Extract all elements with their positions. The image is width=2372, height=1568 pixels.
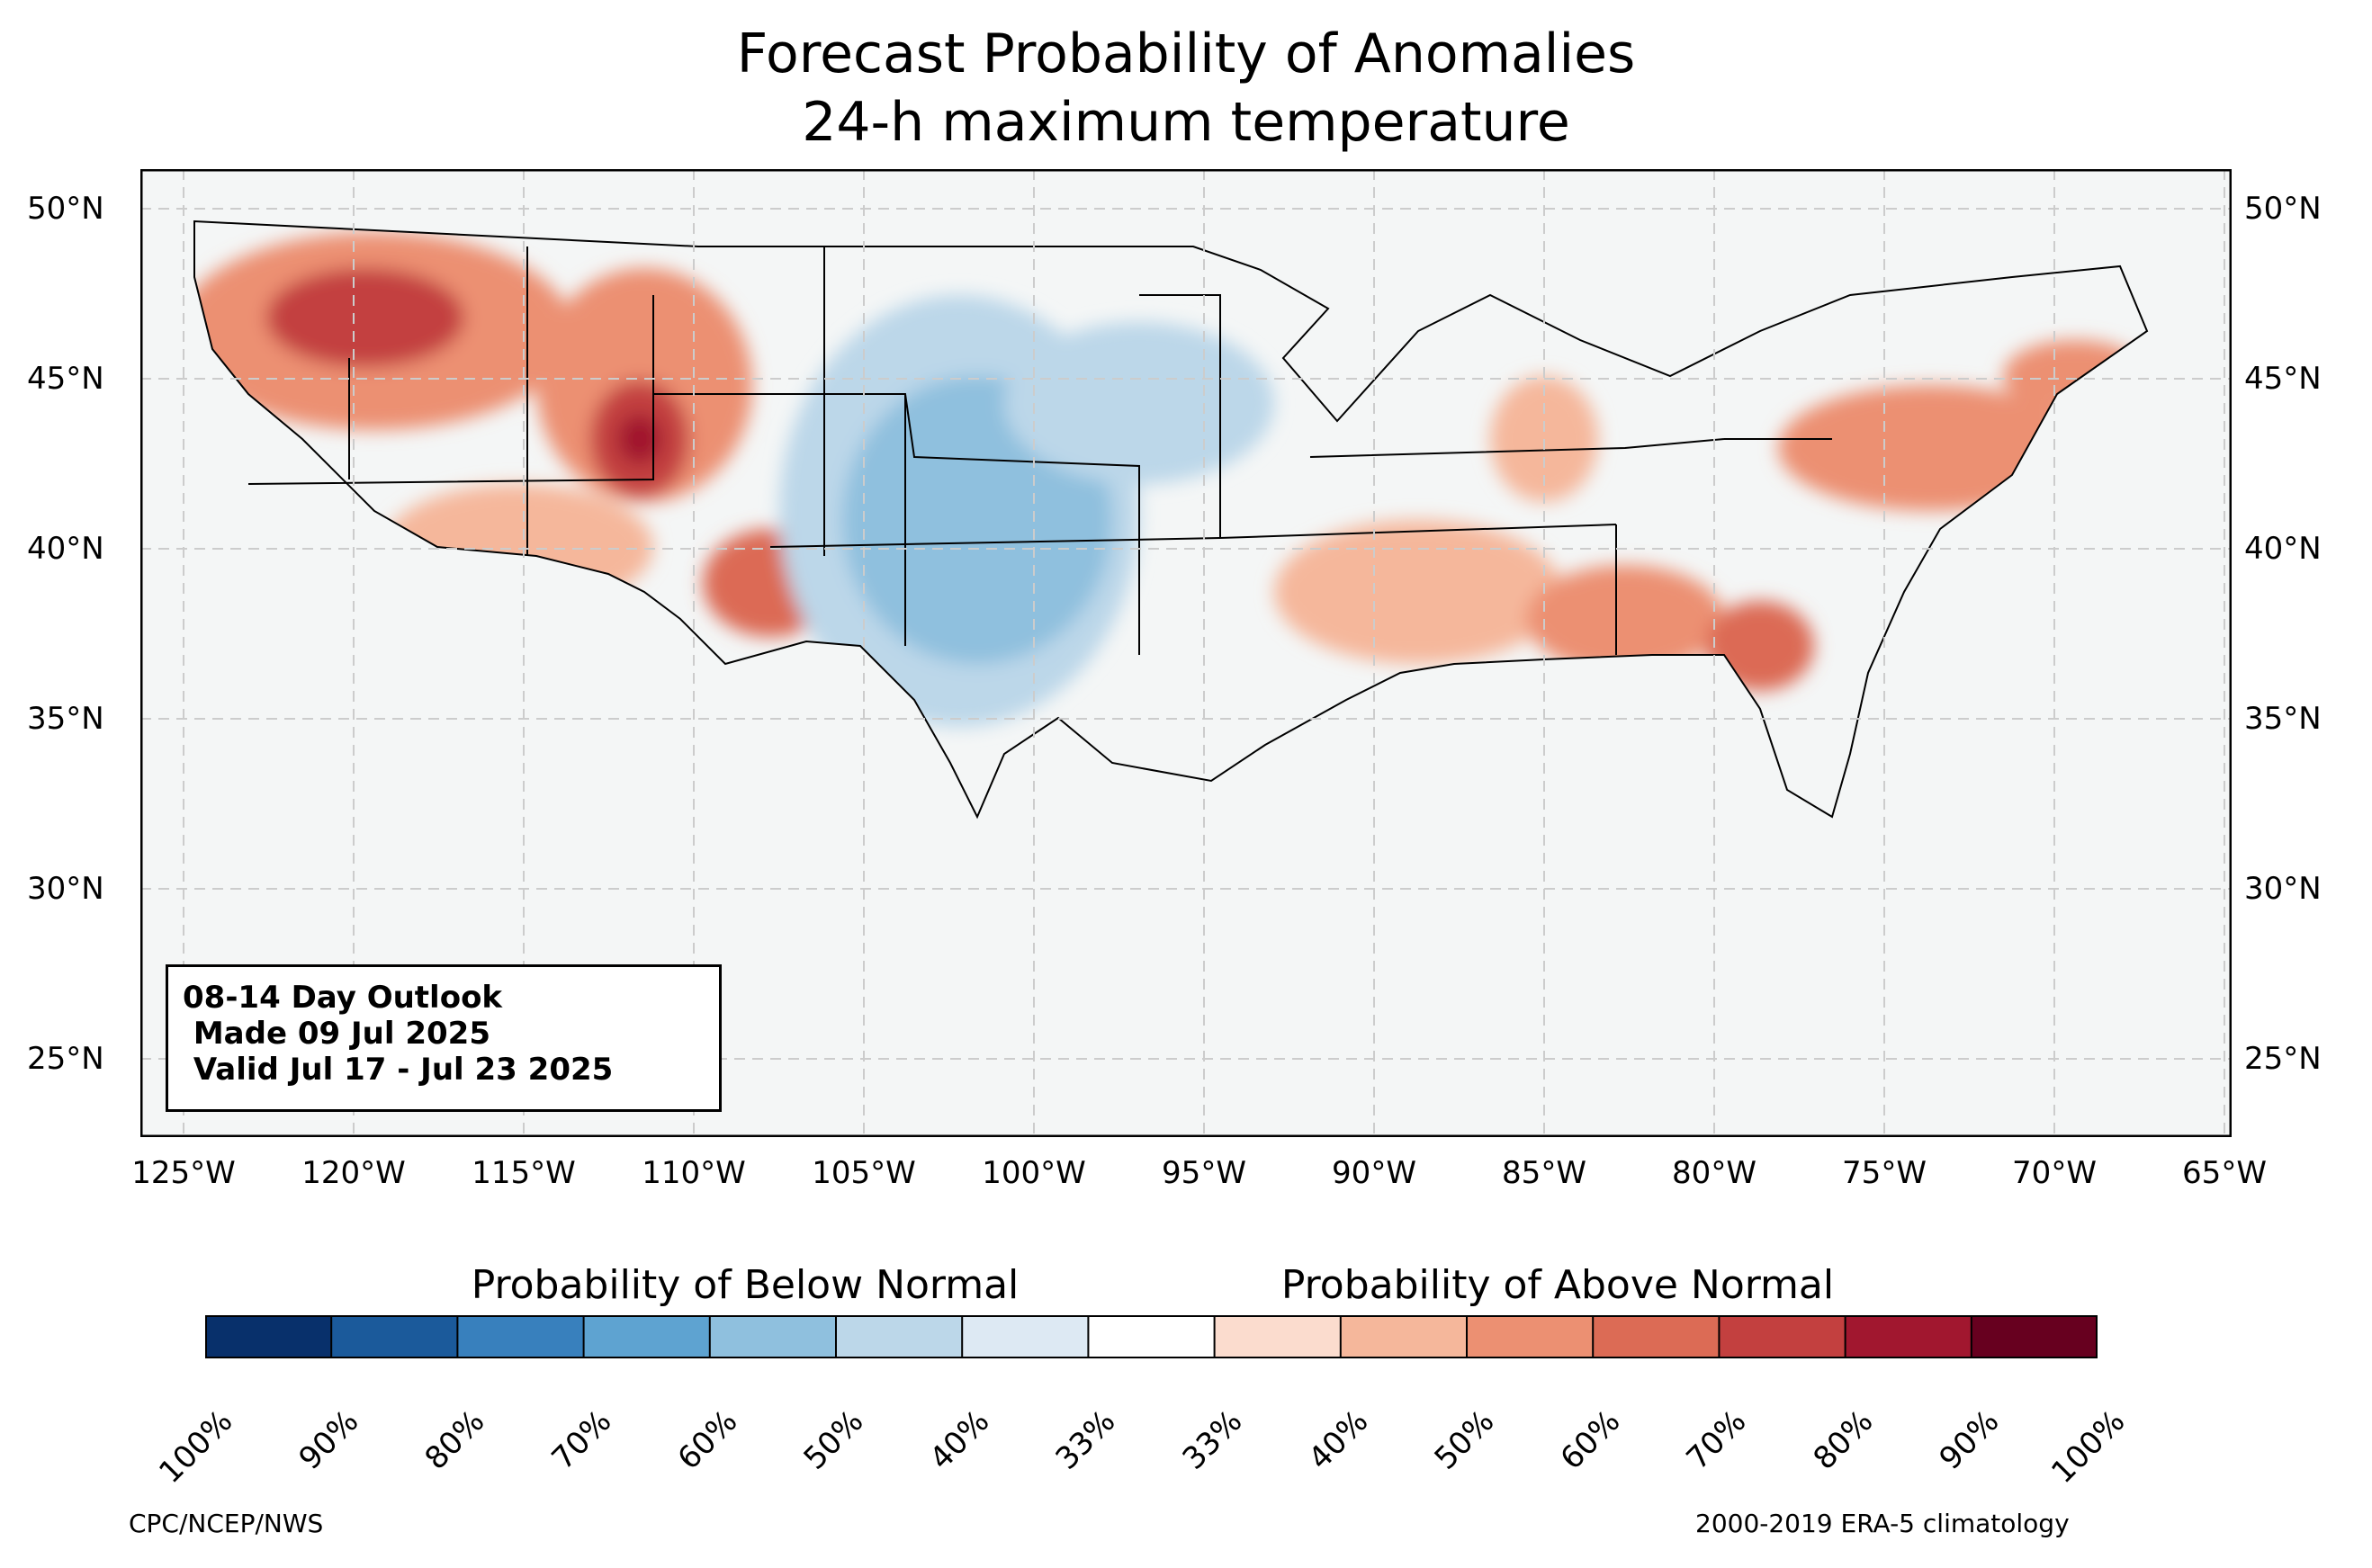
- lat-label: 40°N: [2244, 531, 2322, 567]
- credit-right: 2000-2019 ERA-5 climatology: [1695, 1509, 2070, 1538]
- colorbar-segment: [1088, 1315, 1216, 1358]
- colorbar-tick-label: 80%: [1806, 1403, 1880, 1477]
- credit-left: CPC/NCEP/NWS: [129, 1509, 324, 1538]
- anomaly-area: [617, 414, 662, 464]
- colorbar-tick-label: 90%: [1932, 1403, 2007, 1477]
- colorbar-tick-label: 33%: [1048, 1403, 1123, 1477]
- lon-label: 115°W: [472, 1155, 576, 1191]
- lat-label: 25°N: [2244, 1041, 2322, 1077]
- colorbar-tick-label: 90%: [292, 1403, 366, 1477]
- valid-range: Valid Jul 17 - Jul 23 2025: [183, 1052, 614, 1088]
- colorbar-segment: [1971, 1315, 2098, 1358]
- lat-label: 30°N: [27, 871, 104, 907]
- lon-label: 65°W: [2182, 1155, 2267, 1191]
- lon-label: 75°W: [1842, 1155, 1927, 1191]
- lat-label: 50°N: [27, 191, 104, 227]
- colorbar-segment: [1719, 1315, 1846, 1358]
- colorbar-border: [205, 1315, 2098, 1358]
- colorbar-tick-label: 40%: [922, 1403, 997, 1477]
- lat-label: 45°N: [27, 361, 104, 397]
- colorbar-segment: [457, 1315, 585, 1358]
- colorbar-tick-label: 33%: [1175, 1403, 1249, 1477]
- colorbar-tick-label: 80%: [418, 1403, 492, 1477]
- colorbar-above-title: Probability of Above Normal: [1280, 1262, 1835, 1308]
- lon-label: 105°W: [812, 1155, 916, 1191]
- colorbar-segment: [1214, 1315, 1342, 1358]
- lon-label: 70°W: [2012, 1155, 2097, 1191]
- anomaly-area: [1274, 520, 1562, 664]
- made-date: Made 09 Jul 2025: [183, 1016, 490, 1052]
- colorbar-segment: [709, 1315, 837, 1358]
- colorbar-segment: [1593, 1315, 1720, 1358]
- colorbar-segment: [205, 1315, 332, 1358]
- anomaly-area: [1004, 322, 1274, 484]
- colorbar-tick-label: 50%: [1427, 1403, 1502, 1477]
- chart-subtitle: 24-h maximum temperature: [802, 91, 1570, 154]
- anomaly-area: [266, 268, 464, 367]
- colorbar-segment: [583, 1315, 711, 1358]
- anomaly-area: [1526, 565, 1724, 673]
- gridlines: [140, 169, 2232, 1137]
- colorbar-segment: [1340, 1315, 1468, 1358]
- lat-label: 35°N: [27, 701, 104, 737]
- colorbar-below-title: Probability of Below Normal: [471, 1262, 1020, 1308]
- lat-label: 30°N: [2244, 871, 2322, 907]
- outlook-info-box: 08-14 Day Outlook Made 09 Jul 2025 Valid…: [166, 964, 722, 1112]
- colorbar-tick-label: 60%: [670, 1403, 745, 1477]
- chart-title: Forecast Probability of Anomalies: [736, 22, 1636, 85]
- lat-label: 45°N: [2244, 361, 2322, 397]
- lon-label: 80°W: [1672, 1155, 1757, 1191]
- colorbar-tick-label: 70%: [1679, 1403, 1754, 1477]
- lon-label: 90°W: [1332, 1155, 1416, 1191]
- lon-label: 100°W: [982, 1155, 1086, 1191]
- colorbar-segment: [1467, 1315, 1594, 1358]
- colorbar-tick-label: 100%: [2044, 1403, 2133, 1492]
- colorbar-tick-label: 70%: [544, 1403, 618, 1477]
- lon-label: 125°W: [131, 1155, 236, 1191]
- colorbar-segment: [962, 1315, 1089, 1358]
- map-border: [140, 169, 2232, 1137]
- lat-label: 35°N: [2244, 701, 2322, 737]
- outlook-period: 08-14 Day Outlook: [183, 980, 503, 1016]
- colorbar: [205, 1315, 2098, 1358]
- colorbar-tick-label: 50%: [796, 1403, 871, 1477]
- lon-label: 110°W: [642, 1155, 746, 1191]
- colorbar-segment: [331, 1315, 458, 1358]
- lat-label: 25°N: [27, 1041, 104, 1077]
- lon-label: 120°W: [301, 1155, 406, 1191]
- state-borders: [193, 220, 2149, 820]
- lat-label: 40°N: [27, 531, 104, 567]
- lon-label: 85°W: [1502, 1155, 1586, 1191]
- colorbar-tick-label: 100%: [152, 1403, 240, 1492]
- colorbar-tick-label: 40%: [1301, 1403, 1376, 1477]
- lat-label: 50°N: [2244, 191, 2322, 227]
- lon-label: 95°W: [1162, 1155, 1246, 1191]
- colorbar-segment: [1845, 1315, 1972, 1358]
- colorbar-tick-label: 60%: [1553, 1403, 1628, 1477]
- colorbar-segment: [836, 1315, 963, 1358]
